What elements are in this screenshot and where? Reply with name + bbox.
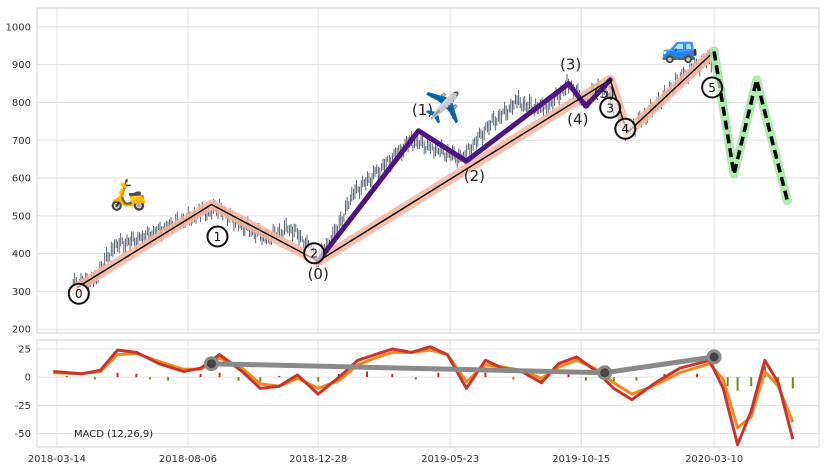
- macd-histogram-bar: [259, 377, 262, 382]
- price-candles: [72, 49, 733, 294]
- macd-y-tick-label: 25: [18, 345, 31, 356]
- inner-wave-label: (4): [567, 110, 588, 128]
- wave-point-label: 4: [621, 122, 629, 136]
- price-y-tick-label: 900: [12, 60, 31, 71]
- macd-line: [53, 345, 795, 447]
- wave-point-label: 5: [708, 81, 716, 95]
- macd-histogram-bar: [437, 372, 440, 378]
- price-y-tick-label: 1000: [6, 22, 31, 33]
- macd-histogram-bar: [167, 377, 170, 381]
- x-tick-label: 2020-03-10: [685, 454, 743, 465]
- price-y-tick-label: 400: [12, 249, 31, 260]
- inner-wave-label: (3): [560, 56, 581, 74]
- x-tick-label: 2019-05-23: [421, 454, 479, 465]
- macd-histogram-bar: [635, 377, 638, 381]
- macd-histogram-bar: [414, 377, 417, 380]
- wave-point-circle: [614, 117, 637, 140]
- wave-point-label: 1: [214, 230, 222, 244]
- macd-histogram-bar: [135, 373, 138, 378]
- macd-panel-grid: 25 0 -25 -50 2018-03-14 2018-08-06 2018-12-28 2…: [15, 340, 819, 465]
- price-y-tick-label: 500: [12, 211, 31, 222]
- x-tick-label: 2019-10-15: [552, 454, 610, 465]
- macd-histogram-bar: [149, 377, 151, 380]
- wave-icons: 🛵 ✈️ 🚙: [110, 30, 699, 212]
- macd-histogram-bar: [791, 377, 794, 389]
- wave-point-circle: [67, 282, 90, 305]
- price-panel-frame: [36, 7, 820, 334]
- macd-histogram-bar: [663, 373, 666, 378]
- macd-histogram-bar: [391, 373, 394, 378]
- macd-histogram-bar: [317, 377, 320, 382]
- macd-y-tick-label: -25: [15, 401, 31, 412]
- macd-histogram-bar: [484, 372, 487, 378]
- macd-trend-point: [706, 349, 722, 365]
- main-wave-highlight: [71, 46, 720, 293]
- macd-trend-point: [597, 365, 613, 381]
- wave-point-label: 0: [75, 287, 83, 301]
- wave-point-circle: [206, 225, 229, 248]
- inner-wave-label: (5): [594, 84, 615, 102]
- wave-point-circle: [599, 96, 622, 119]
- car-icon: 🚙: [661, 30, 698, 65]
- price-y-tick-label: 800: [12, 98, 31, 109]
- x-tick-label: 2018-08-06: [159, 454, 217, 465]
- inner-wave-label: (1): [412, 101, 433, 119]
- macd-y-tick-label: -50: [15, 429, 31, 440]
- macd-histogram-bar: [278, 376, 281, 378]
- price-y-tick-label: 700: [12, 136, 31, 147]
- macd-histogram-bar: [366, 371, 368, 378]
- elliott-waves: 0 1 2 34 5 (0) (1) (2) (3) (4) (5): [67, 46, 792, 305]
- price-y-tick-label: 600: [12, 174, 31, 185]
- airplane-icon: ✈️: [424, 89, 461, 126]
- macd-caption: MACD (12,26,9): [74, 429, 153, 440]
- macd-histogram-bar: [93, 377, 96, 380]
- macd-histogram-bar: [584, 377, 587, 381]
- macd-histogram-bar: [612, 377, 615, 383]
- inner-wave-label: (2): [464, 167, 485, 185]
- wave-point-circle: [303, 242, 326, 265]
- main-wave-line: [76, 50, 715, 289]
- macd-trend-line: [209, 354, 717, 376]
- inner-wave-label: (0): [308, 265, 329, 283]
- macd-histogram-bar: [218, 372, 221, 378]
- macd-histogram-bar: [726, 377, 729, 387]
- wave-point-label: 2: [310, 247, 318, 261]
- x-tick-label: 2018-12-28: [289, 454, 347, 465]
- macd-histogram-bar: [512, 377, 515, 380]
- wave-point-label: 3: [606, 101, 614, 115]
- wave-point-circle: [701, 76, 724, 99]
- macd-histogram-bar: [65, 376, 68, 378]
- forecast-dashed-line: [712, 51, 790, 202]
- macd-histogram-bar: [237, 377, 240, 381]
- macd-histogram-bar: [567, 372, 570, 378]
- macd-panel-frame: [36, 339, 820, 448]
- macd-y-tick-label: 0: [25, 373, 31, 384]
- x-tick-label: 2018-03-14: [28, 454, 86, 465]
- macd-histogram-bar: [696, 373, 698, 378]
- price-y-tick-label: 200: [12, 325, 31, 336]
- macd-histogram-bar: [750, 377, 753, 387]
- macd-indicator: [53, 345, 795, 447]
- price-y-tick-label: 300: [12, 287, 31, 298]
- inner-wave-line: [315, 77, 613, 264]
- macd-histogram-bar: [736, 377, 739, 391]
- macd-histogram-bar: [116, 372, 119, 378]
- scooter-icon: 🛵: [110, 178, 147, 213]
- price-panel-grid: 200 300 400 500 600 700 800 900 1000: [6, 8, 819, 336]
- panel-frames: [36, 7, 820, 448]
- macd-trend-point: [204, 356, 219, 372]
- macd-histogram-bar: [199, 373, 202, 378]
